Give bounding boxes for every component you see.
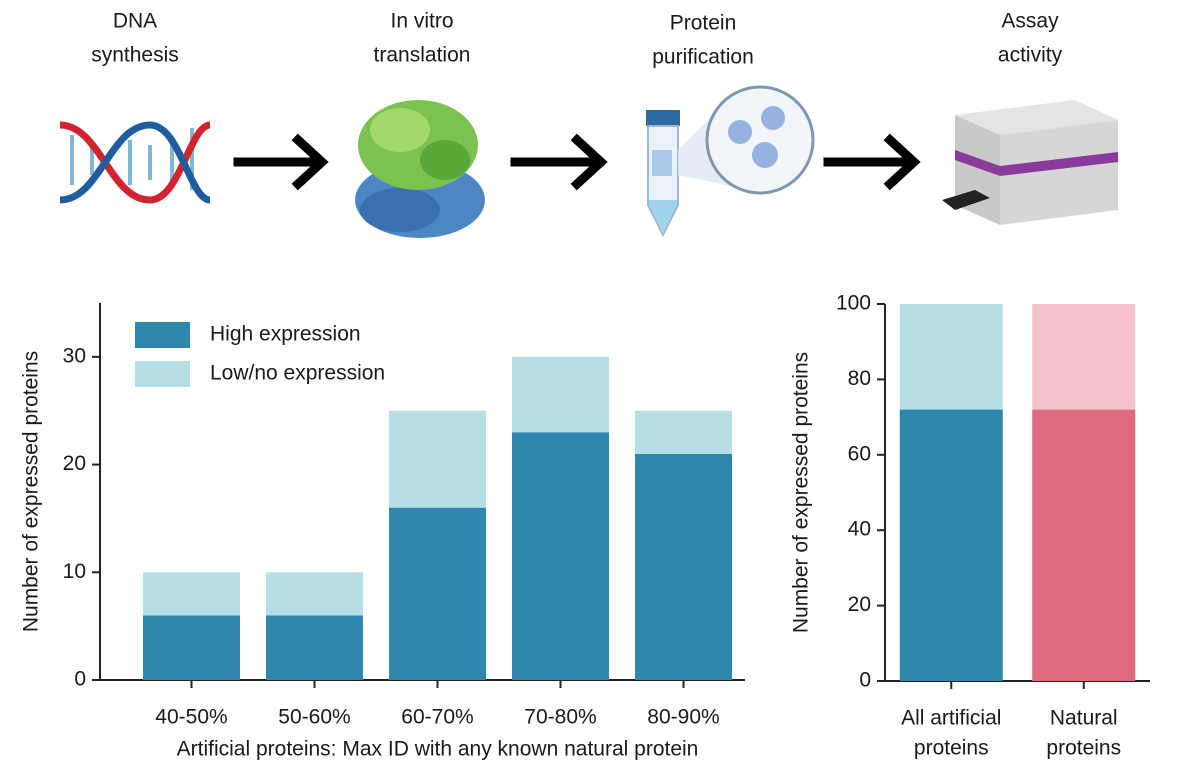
purification-icon [646,85,815,238]
y-axis-label: Number of expressed proteins [20,351,43,632]
y-tick-label: 0 [859,669,871,692]
bar [512,432,609,680]
legend-label: Low/no expression [210,362,385,385]
y-tick-label: 30 [63,344,86,367]
protein-icon [355,100,485,238]
dna-icon [59,121,211,204]
x-tick-label: proteins [914,737,989,760]
step-label: activity [998,44,1063,67]
y-tick-label: 80 [848,367,871,390]
legend-swatch [135,322,190,348]
bar [143,572,240,616]
bar [389,410,486,508]
legend-swatch [135,361,190,387]
x-tick-label: 60-70% [401,706,473,729]
plate-reader-icon [942,100,1118,225]
arrows [233,133,921,191]
bar [1032,304,1136,410]
step-label: purification [652,46,754,69]
x-tick-label: All artificial [901,707,1001,730]
y-tick-label: 10 [63,560,86,583]
bar [899,409,1003,681]
y-tick-label: 60 [848,442,871,465]
step-label: Assay [1001,10,1059,33]
step-label: DNA [113,10,157,33]
legend-label: High expression [210,323,361,346]
x-tick-label: 80-90% [647,706,719,729]
y-tick-label: 0 [74,668,86,691]
bar [143,615,240,680]
x-tick-label: proteins [1046,737,1121,760]
step-label: synthesis [91,44,179,67]
bar [1032,409,1136,681]
y-tick-label: 20 [848,593,871,616]
bar [389,507,486,680]
y-tick-label: 20 [63,452,86,475]
step-label: translation [374,44,471,67]
step-label: Protein [670,12,737,35]
bar [266,572,363,616]
x-axis-label: Artificial proteins: Max ID with any kno… [177,738,699,761]
y-tick-label: 40 [848,518,871,541]
x-tick-label: 40-50% [155,706,227,729]
bar [635,410,732,454]
bar [899,304,1003,410]
step-label: In vitro [390,10,453,33]
bar [266,615,363,680]
bar [512,356,609,433]
x-tick-label: 50-60% [278,706,350,729]
bar [635,453,732,680]
y-axis-label: Number of expressed proteins [790,352,813,633]
x-tick-label: Natural [1050,707,1118,730]
x-tick-label: 70-80% [524,706,596,729]
y-tick-label: 100 [836,292,871,315]
